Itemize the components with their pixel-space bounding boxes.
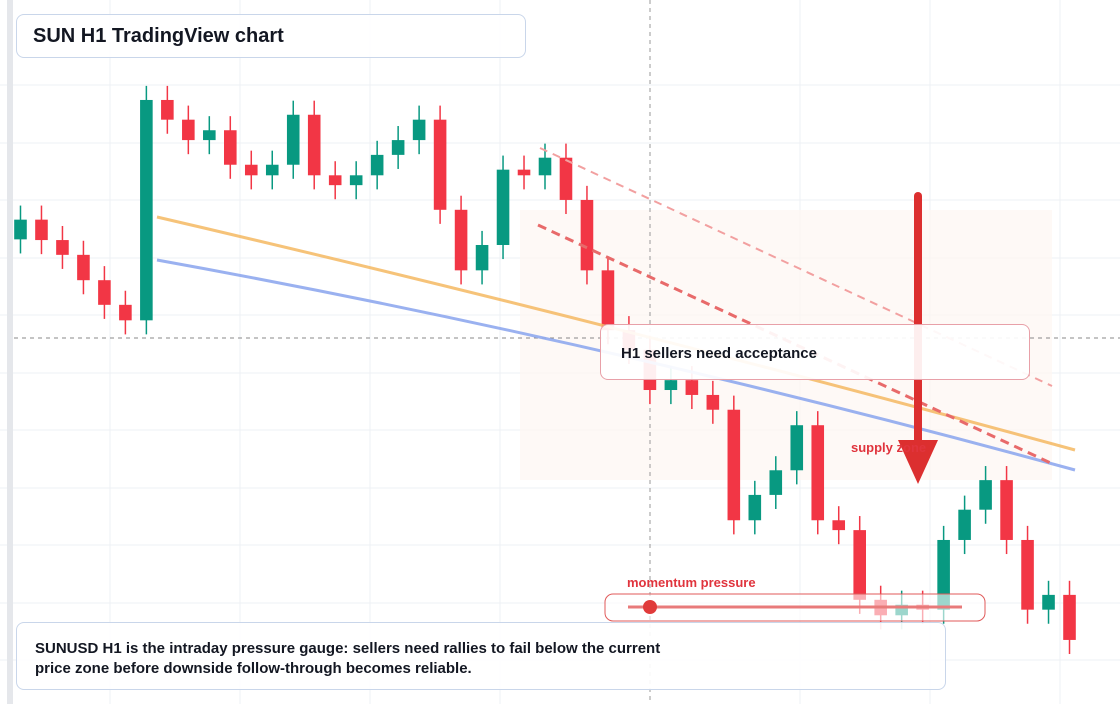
candle-body [56,240,69,255]
candle-body [370,154,384,176]
candle-body [1063,594,1076,640]
candle-body [706,394,720,410]
candle-body [412,119,426,141]
title: SUN H1 TradingView chart [16,14,526,58]
candle-body [769,470,783,495]
candle-body [664,380,678,391]
candle-body [727,409,741,521]
arrow-head [898,440,938,484]
gauge-knob [643,600,657,614]
candle-body [790,425,804,471]
trend-line [539,147,1053,387]
candle-body [601,270,615,331]
trend-line [537,223,1056,467]
candle-body [182,119,195,141]
candle-body [98,280,111,305]
candle-body [14,219,27,240]
candle-body [958,509,971,540]
annotation: supply zone [851,440,927,455]
candle-body [979,480,992,510]
candle-body [937,539,950,610]
candle-body [853,530,866,600]
annotation: H1 sellers need acceptance [600,324,1030,380]
candle-body [307,114,321,176]
candle-body [349,175,363,186]
candle-body [685,380,699,395]
candle-body [265,164,279,176]
candle-body [391,140,405,155]
candle-body [832,520,846,531]
candle-body [286,114,300,165]
candle-body [1042,594,1055,610]
candle-body [328,175,342,186]
candle-body [224,130,237,165]
candle-body [559,157,573,200]
candle-body [77,254,90,281]
candle-body [1021,539,1034,610]
annotation: momentum pressure [627,575,756,590]
candle-body [496,169,510,245]
candle-body [748,494,762,521]
candle-body [1000,480,1013,540]
candle-body [35,219,48,241]
candle-body [580,199,594,271]
candle-body [538,157,552,176]
candle-body [119,304,132,321]
note: SUNUSD H1 is the intraday pressure gauge… [16,622,946,690]
candle-body [161,99,174,120]
candle-body [140,99,153,321]
candle-body [203,130,216,141]
candle-body [517,169,531,176]
candle-body [475,244,489,271]
candle-body [433,119,447,210]
candle-body [454,209,468,271]
note-text: SUNUSD H1 is the intraday pressure gauge… [35,640,661,677]
candle-body [244,164,258,176]
candle-body [811,425,825,521]
